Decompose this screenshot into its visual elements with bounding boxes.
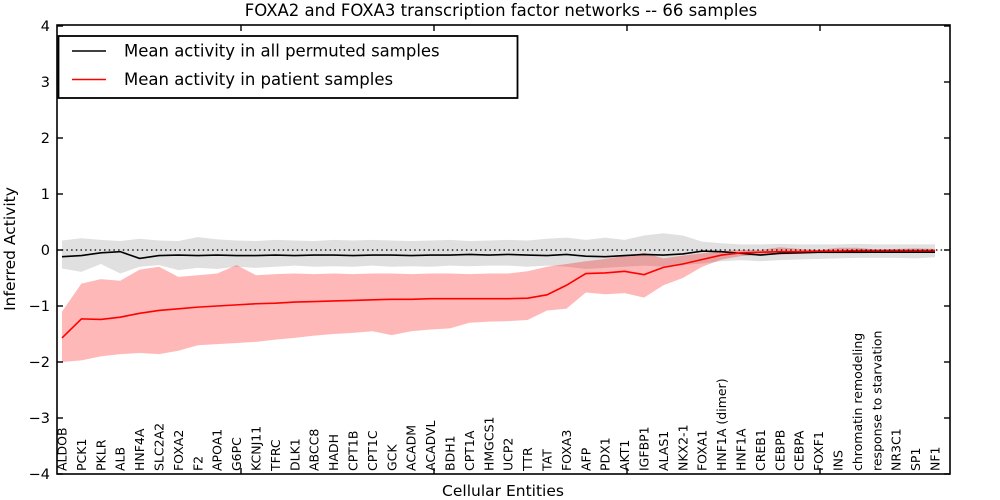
category-label: AFP (578, 447, 593, 471)
y-tick-label: −3 (29, 411, 50, 427)
patient-mean-line (61, 249, 935, 339)
category-label: NR3C1 (889, 428, 904, 471)
plot-area: −4 −3 −2 −1 0 1 2 3 4 ALDOB PCK1 PKLR ALB HNF4A SLC2A2… (29, 19, 951, 483)
category-label: KCNJ11 (249, 426, 264, 471)
category-label: PDX1 (598, 437, 613, 471)
category-label: CEBPB (772, 430, 787, 471)
category-label: ALDOB (55, 427, 70, 471)
category-label: CREB1 (753, 429, 768, 471)
category-label: TFRC (268, 439, 283, 472)
category-label: PKLR (93, 439, 108, 471)
category-label: GCK (384, 444, 399, 471)
category-label: CPT1A (462, 430, 477, 471)
y-tick-label: 2 (41, 131, 50, 147)
permuted-band (62, 233, 935, 274)
y-tick-label: −4 (29, 467, 50, 483)
category-label: BDH1 (443, 435, 458, 471)
category-label: ACADM (404, 425, 419, 471)
category-label: FOXA3 (559, 430, 574, 471)
y-tick-label: 0 (41, 243, 50, 259)
y-tick-label: 3 (41, 75, 50, 91)
category-label: UCP2 (501, 438, 516, 471)
legend-label-patient: Mean activity in patient samples (124, 70, 393, 89)
category-label: HNF1A (734, 428, 749, 471)
category-label: ACADVL (423, 420, 438, 471)
category-label: APOA1 (210, 429, 225, 471)
category-label: ALB (113, 447, 128, 471)
category-label: CPT1B (346, 431, 361, 471)
y-tick-label: −1 (29, 299, 50, 315)
category-label: NF1 (928, 447, 943, 472)
category-label: ABCC8 (307, 429, 322, 471)
category-label: FOXF1 (811, 431, 826, 471)
category-label: SP1 (908, 448, 923, 471)
patient-band (62, 247, 935, 362)
category-label: FOXA2 (171, 430, 186, 471)
x-axis-label: Cellular Entities (442, 482, 564, 500)
category-label: TTR (520, 447, 535, 472)
legend: Mean activity in all permuted samples Me… (57, 35, 519, 99)
category-label: FOXA1 (695, 430, 710, 471)
permuted-mean-line (61, 250, 935, 260)
category-label: DLK1 (287, 438, 302, 471)
category-label: HNF1A (dimer) (714, 378, 729, 471)
category-label: HMGCS1 (481, 417, 496, 472)
legend-box (57, 35, 519, 99)
category-label: INS (831, 450, 846, 471)
category-label: HADH (326, 434, 341, 471)
y-tick-label: 4 (41, 19, 50, 35)
legend-label-permuted: Mean activity in all permuted samples (124, 42, 440, 61)
category-label: F2 (190, 456, 205, 471)
category-label: CEBPA (792, 430, 807, 471)
category-label: ALAS1 (656, 431, 671, 471)
category-label: SLC2A2 (152, 423, 167, 471)
category-label: response to starvation (869, 331, 884, 472)
category-label: CPT1C (365, 430, 380, 471)
category-label: HNF4A (132, 428, 147, 471)
y-tick-label: 1 (41, 187, 50, 203)
category-label: TAT (540, 449, 555, 472)
y-axis-label: Inferred Activity (1, 187, 19, 311)
category-label: AKT1 (617, 440, 632, 471)
chart-title: FOXA2 and FOXA3 transcription factor net… (245, 1, 757, 20)
category-label: PCK1 (74, 439, 89, 471)
category-label: IGFBP1 (637, 426, 652, 471)
category-label: NKX2-1 (675, 424, 690, 471)
category-label: G6PC (229, 437, 244, 471)
y-tick-label: −2 (29, 355, 50, 371)
category-label: chromatin remodeling (850, 333, 865, 471)
